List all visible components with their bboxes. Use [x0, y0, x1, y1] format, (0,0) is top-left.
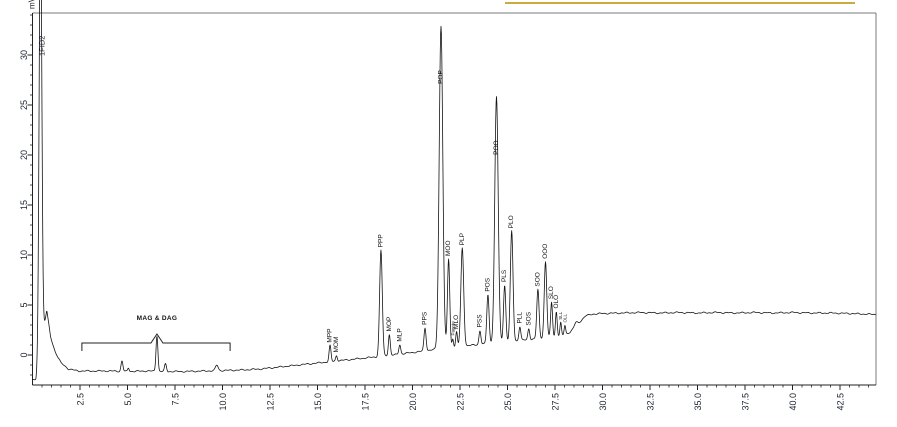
- peak-label: OOO: [542, 244, 549, 259]
- x-tick-label: 5.0: [123, 393, 133, 406]
- y-tick-label: 10: [19, 250, 29, 260]
- group-annotation-label: MAG & DAG: [137, 315, 178, 322]
- peak-label: OLL: [562, 313, 567, 322]
- peak-label: SOO: [534, 272, 541, 286]
- y-tick-label: 15: [19, 200, 29, 210]
- peak-label: POS: [484, 277, 491, 291]
- x-tick-label: 12.5: [266, 393, 276, 411]
- peak-label: PLS: [501, 269, 508, 282]
- x-tick-label: 37.5: [741, 393, 751, 411]
- group-bracket: [81, 333, 231, 351]
- peak-label: PPS: [422, 311, 429, 325]
- peak-label: SLO: [548, 286, 555, 299]
- x-tick-label: 7.5: [171, 393, 181, 406]
- peak-label: MOM: [333, 337, 340, 353]
- peak-label: MOP: [386, 317, 393, 332]
- peak-label: PLP: [459, 233, 466, 245]
- peak-label: Pagoto: [450, 321, 455, 336]
- peak-label: POO: [493, 140, 500, 154]
- peak-label: PPP: [377, 234, 384, 247]
- x-tick-label: 15.0: [313, 393, 323, 411]
- x-tick-label: 25.0: [503, 393, 513, 411]
- x-tick-label: 20.0: [408, 393, 418, 411]
- peak-label: PLL: [516, 312, 523, 324]
- y-tick-label: 0: [19, 352, 29, 357]
- peak-label: SLL: [558, 311, 563, 320]
- y-tick-label: 25: [19, 100, 29, 110]
- peak-label: POP: [438, 70, 445, 84]
- y-tick-label: 5: [19, 302, 29, 307]
- highlight-line: [505, 2, 855, 4]
- signal-trace: [32, 0, 876, 381]
- peak-label: OLO: [553, 295, 560, 309]
- y-tick-label: 20: [19, 150, 29, 160]
- x-tick-label: 2.5: [76, 393, 86, 406]
- x-tick-label: 40.0: [788, 393, 798, 411]
- x-tick-label: 22.5: [456, 393, 466, 411]
- x-tick-label: 32.5: [646, 393, 656, 411]
- x-tick-label: 10.0: [218, 393, 228, 411]
- peak-label: SOS: [525, 311, 532, 325]
- signal-name-label: 1FID2: [37, 36, 46, 56]
- peak-label: MPP: [327, 329, 334, 343]
- x-tick-label: 42.5: [836, 393, 846, 411]
- peak-label: MLP: [396, 328, 403, 341]
- x-tick-label: 17.5: [361, 393, 371, 411]
- x-tick-label: 27.5: [551, 393, 561, 411]
- peak-label: MLO: [453, 315, 460, 329]
- peak-label: PSS: [476, 314, 483, 328]
- x-tick-label: 30.0: [598, 393, 608, 411]
- peak-label: MOO: [445, 240, 452, 256]
- y-tick-label: 30: [19, 50, 29, 60]
- y-axis-unit-label: mV: [28, 0, 37, 9]
- peak-label: PLO: [508, 215, 515, 228]
- x-tick-label: 35.0: [693, 393, 703, 411]
